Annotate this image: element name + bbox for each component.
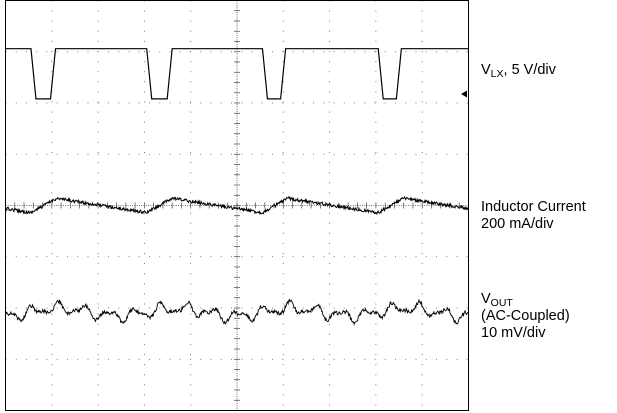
inductor-current-label: Inductor Current 200 mA/div xyxy=(481,199,586,232)
waveform-traces xyxy=(5,48,469,326)
series-vlx xyxy=(5,48,469,100)
series-vout xyxy=(5,298,469,326)
graticule xyxy=(5,0,469,411)
series-inductor-current xyxy=(5,195,469,216)
trigger-level-arrow-icon xyxy=(461,90,467,98)
vlx-label: VLX, 5 V/div xyxy=(481,62,556,80)
graticule-border xyxy=(5,0,469,411)
vout-label: VOUT (AC-Coupled) 10 mV/div xyxy=(481,291,570,341)
